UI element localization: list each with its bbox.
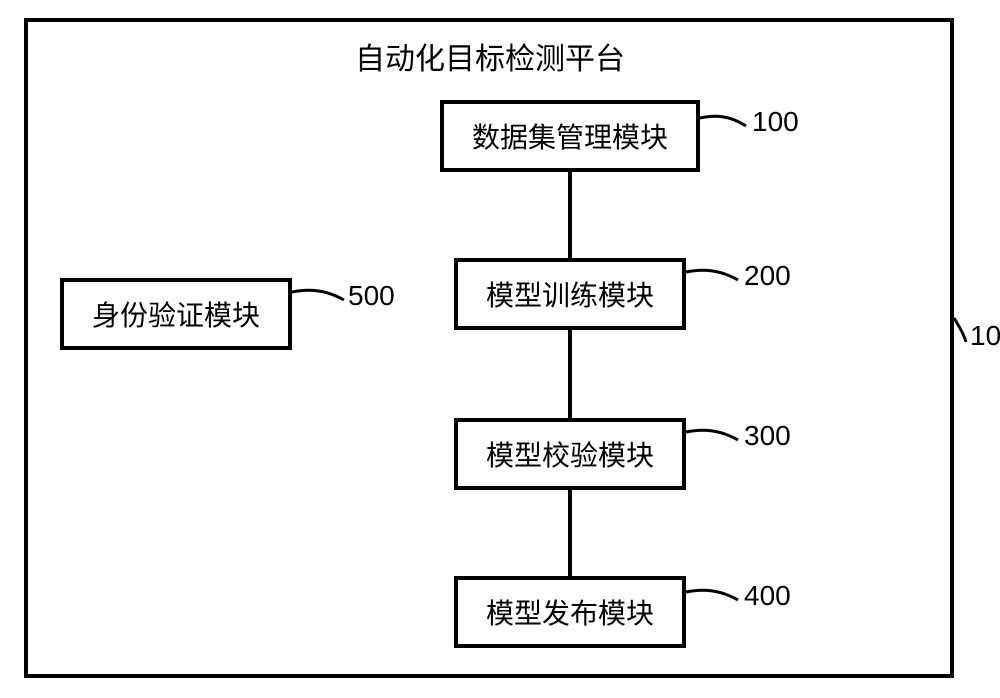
- edge-model-train-to-model-verify: [568, 330, 572, 418]
- module-model-train: 模型训练模块: [454, 258, 686, 330]
- callout-label-model-verify: 300: [744, 420, 791, 452]
- callout-label-auth: 500: [348, 280, 395, 312]
- module-auth: 身份验证模块: [60, 278, 292, 350]
- callout-label-model-train: 200: [744, 260, 791, 292]
- callout-label-model-publish: 400: [744, 580, 791, 612]
- edge-dataset-mgmt-to-model-train: [568, 172, 572, 258]
- diagram-title: 自动化目标检测平台: [300, 34, 680, 78]
- module-model-verify: 模型校验模块: [454, 418, 686, 490]
- container-callout-label: 10: [970, 320, 1000, 352]
- callout-label-dataset-mgmt: 100: [752, 106, 799, 138]
- edge-model-verify-to-model-publish: [568, 490, 572, 576]
- module-model-publish: 模型发布模块: [454, 576, 686, 648]
- module-dataset-mgmt: 数据集管理模块: [440, 100, 700, 172]
